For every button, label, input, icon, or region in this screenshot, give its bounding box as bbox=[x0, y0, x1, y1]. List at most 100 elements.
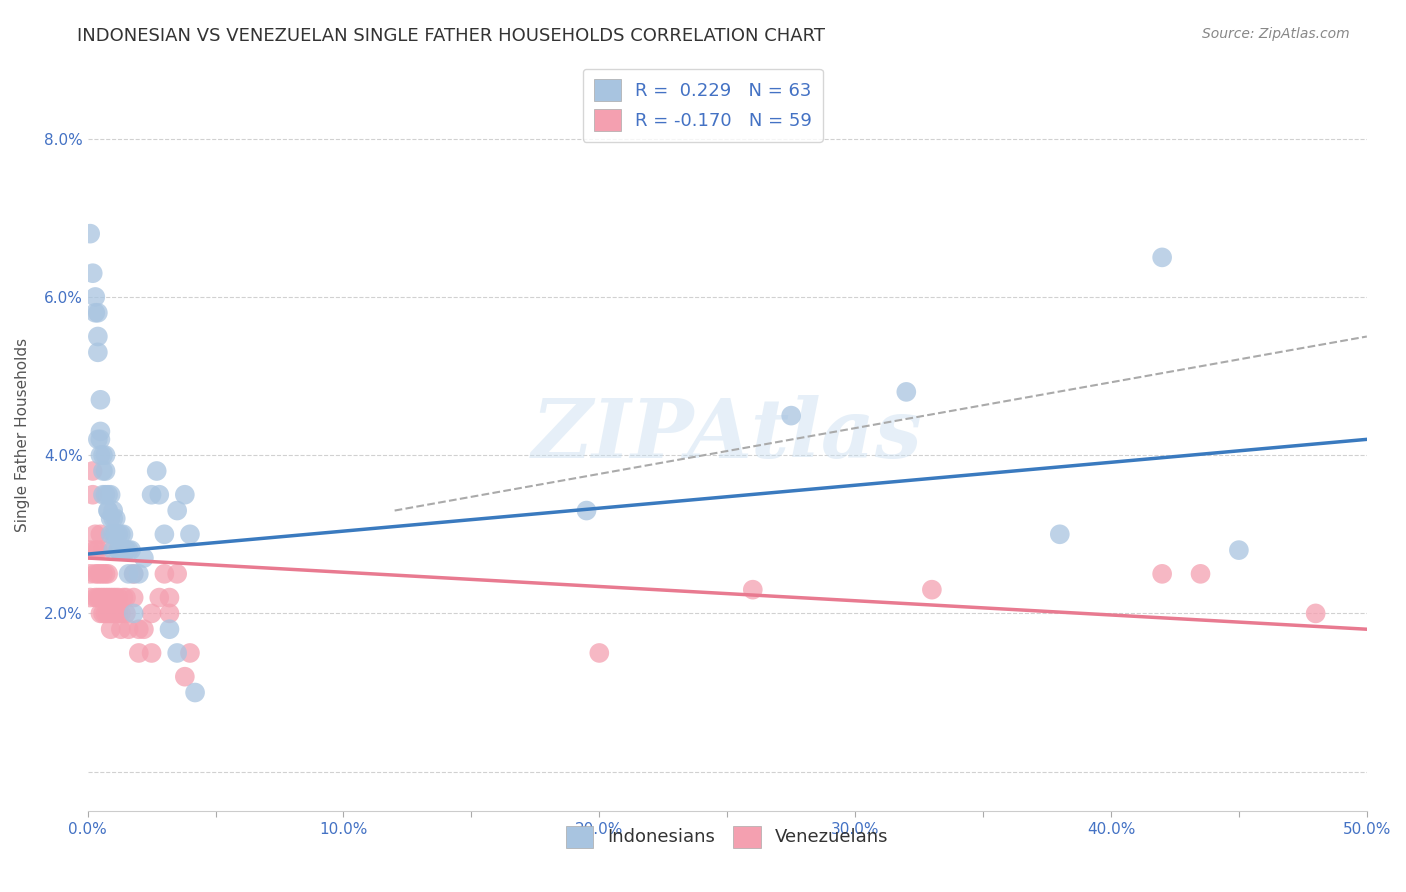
Point bbox=[89, 527, 111, 541]
Point bbox=[141, 488, 163, 502]
Point bbox=[94, 591, 117, 605]
Point bbox=[575, 503, 598, 517]
Point bbox=[97, 488, 120, 502]
Point bbox=[103, 543, 125, 558]
Point bbox=[104, 527, 127, 541]
Point bbox=[84, 290, 107, 304]
Point bbox=[103, 607, 125, 621]
Point bbox=[107, 527, 129, 541]
Point bbox=[84, 527, 107, 541]
Point bbox=[112, 591, 135, 605]
Point bbox=[896, 384, 918, 399]
Point bbox=[1049, 527, 1071, 541]
Point bbox=[103, 503, 125, 517]
Point bbox=[100, 488, 122, 502]
Point bbox=[921, 582, 943, 597]
Point bbox=[84, 566, 107, 581]
Point bbox=[104, 511, 127, 525]
Point bbox=[148, 488, 170, 502]
Text: INDONESIAN VS VENEZUELAN SINGLE FATHER HOUSEHOLDS CORRELATION CHART: INDONESIAN VS VENEZUELAN SINGLE FATHER H… bbox=[77, 27, 825, 45]
Point bbox=[115, 607, 138, 621]
Point bbox=[87, 433, 110, 447]
Point bbox=[122, 566, 145, 581]
Point bbox=[89, 591, 111, 605]
Point bbox=[100, 607, 122, 621]
Point bbox=[1189, 566, 1212, 581]
Point bbox=[91, 566, 114, 581]
Point bbox=[79, 591, 101, 605]
Point bbox=[94, 448, 117, 462]
Point bbox=[89, 566, 111, 581]
Point bbox=[741, 582, 763, 597]
Point bbox=[117, 566, 139, 581]
Y-axis label: Single Father Households: Single Father Households bbox=[15, 338, 30, 533]
Point bbox=[122, 607, 145, 621]
Point bbox=[97, 503, 120, 517]
Point bbox=[91, 607, 114, 621]
Point bbox=[97, 503, 120, 517]
Point bbox=[780, 409, 803, 423]
Point bbox=[79, 227, 101, 241]
Point bbox=[179, 646, 201, 660]
Point bbox=[173, 670, 195, 684]
Point bbox=[166, 646, 188, 660]
Point bbox=[1227, 543, 1250, 558]
Point bbox=[107, 543, 129, 558]
Point bbox=[179, 527, 201, 541]
Point bbox=[128, 622, 150, 636]
Point bbox=[87, 345, 110, 359]
Point bbox=[112, 527, 135, 541]
Point bbox=[87, 306, 110, 320]
Point bbox=[128, 566, 150, 581]
Point bbox=[145, 464, 167, 478]
Point bbox=[107, 591, 129, 605]
Point bbox=[79, 543, 101, 558]
Point bbox=[1305, 607, 1327, 621]
Point bbox=[159, 622, 181, 636]
Point bbox=[107, 607, 129, 621]
Point bbox=[115, 543, 138, 558]
Point bbox=[89, 433, 111, 447]
Point bbox=[97, 566, 120, 581]
Point bbox=[87, 591, 110, 605]
Point bbox=[103, 527, 125, 541]
Point bbox=[184, 685, 207, 699]
Point bbox=[103, 591, 125, 605]
Point bbox=[166, 566, 188, 581]
Point bbox=[117, 622, 139, 636]
Point bbox=[87, 329, 110, 343]
Point bbox=[97, 607, 120, 621]
Point bbox=[97, 591, 120, 605]
Point bbox=[91, 464, 114, 478]
Point bbox=[159, 591, 181, 605]
Point bbox=[173, 488, 195, 502]
Point bbox=[107, 543, 129, 558]
Point bbox=[1152, 566, 1174, 581]
Point bbox=[117, 543, 139, 558]
Point bbox=[104, 607, 127, 621]
Point bbox=[82, 266, 104, 280]
Point bbox=[110, 622, 132, 636]
Point bbox=[94, 566, 117, 581]
Point bbox=[91, 448, 114, 462]
Point bbox=[87, 543, 110, 558]
Point bbox=[87, 566, 110, 581]
Point bbox=[94, 488, 117, 502]
Point bbox=[153, 566, 176, 581]
Point bbox=[91, 591, 114, 605]
Point bbox=[103, 511, 125, 525]
Point bbox=[128, 646, 150, 660]
Point bbox=[141, 646, 163, 660]
Legend: Indonesians, Venezuelans: Indonesians, Venezuelans bbox=[558, 818, 896, 855]
Point bbox=[91, 488, 114, 502]
Point bbox=[84, 543, 107, 558]
Point bbox=[588, 646, 610, 660]
Point bbox=[1152, 251, 1174, 265]
Point bbox=[122, 566, 145, 581]
Point bbox=[89, 425, 111, 439]
Point bbox=[110, 527, 132, 541]
Point bbox=[148, 591, 170, 605]
Point bbox=[153, 527, 176, 541]
Point bbox=[104, 591, 127, 605]
Text: Source: ZipAtlas.com: Source: ZipAtlas.com bbox=[1202, 27, 1350, 41]
